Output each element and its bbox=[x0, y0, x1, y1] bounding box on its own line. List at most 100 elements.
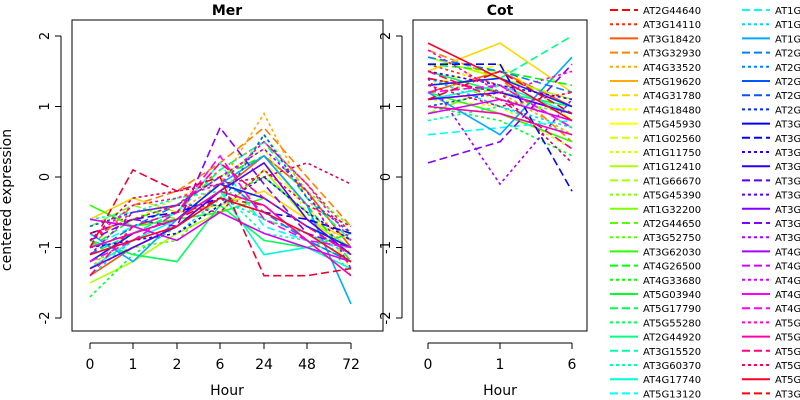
x-tick-label: 0 bbox=[424, 357, 433, 373]
legend-label: AT1G32200 bbox=[643, 205, 701, 216]
series-line bbox=[427, 56, 573, 136]
legend-label: AT2G4794 bbox=[775, 105, 800, 116]
legend-label: AT4G31780 bbox=[643, 91, 701, 102]
series-line bbox=[427, 63, 573, 129]
x-tick-label: 6 bbox=[568, 357, 577, 373]
legend-label: AT3G62030 bbox=[643, 247, 701, 258]
series-line bbox=[427, 63, 573, 87]
panel-cot-y-axis: -2 -1 0 1 2 bbox=[379, 32, 403, 325]
legend-label: AT5G19620 bbox=[643, 77, 701, 88]
series-line bbox=[427, 84, 573, 108]
y-tick-label: -1 bbox=[38, 241, 53, 254]
panel-cot-x-axis-label: Hour bbox=[483, 383, 517, 399]
panel-mer-lines bbox=[89, 111, 352, 305]
panel-mer-x-axis-label: Hour bbox=[210, 383, 244, 399]
legend-label: AT1G1817 bbox=[775, 6, 800, 17]
legend-label: AT3G5801 bbox=[775, 219, 800, 230]
legend-label: AT3G1511 bbox=[775, 134, 800, 145]
x-tick-label: 48 bbox=[298, 357, 316, 373]
series-line bbox=[427, 70, 573, 150]
legend-label: AT5G55280 bbox=[643, 318, 701, 329]
legend-label: AT3G52750 bbox=[643, 233, 701, 244]
series-line bbox=[89, 161, 352, 277]
y-tick-label: -2 bbox=[38, 312, 53, 325]
legend-label: AT5G4207 bbox=[775, 347, 800, 358]
panel-mer-title: Mer bbox=[212, 3, 242, 19]
series-line bbox=[89, 140, 352, 242]
legend-label: AT2G2918 bbox=[775, 77, 800, 88]
series-line bbox=[427, 105, 573, 157]
panel-mer: Mer -2 -1 0 1 2 0 1 2 6 24 48 72 Hour bbox=[38, 3, 384, 399]
legend-label: AT3G60370 bbox=[643, 361, 701, 372]
legend-label: AT2G2402 bbox=[775, 63, 800, 74]
series-line bbox=[428, 63, 573, 192]
legend-label: AT4G1320 bbox=[775, 247, 800, 258]
legend-label: AT1G12410 bbox=[643, 162, 701, 173]
legend-label: AT3G14110 bbox=[643, 20, 701, 31]
legend-label: AT1G2270 bbox=[775, 20, 800, 31]
legend-label: AT4G17740 bbox=[643, 375, 701, 386]
legend-label: AT5G45930 bbox=[643, 120, 701, 131]
legend-label: AT5G2875 bbox=[775, 333, 800, 344]
legend-label: AT5G03940 bbox=[643, 290, 701, 301]
legend: AT2G44640 AT3G14110 AT3G18420 AT3G32930 AT4G… bbox=[610, 6, 800, 400]
panel-mer-y-axis: -2 -1 0 1 2 bbox=[38, 32, 62, 325]
legend-label: AT2G44650 bbox=[643, 219, 701, 230]
series-line bbox=[89, 162, 352, 241]
legend-label: AT2G44920 bbox=[643, 333, 701, 344]
legend-label: AT1G11750 bbox=[643, 148, 701, 159]
series-line bbox=[427, 77, 573, 129]
legend-label: AT3G6316 bbox=[775, 233, 800, 244]
x-tick-label: 72 bbox=[342, 357, 360, 373]
series-line bbox=[427, 77, 573, 164]
legend-label: AT4G3996 bbox=[775, 304, 800, 315]
panel-cot: Cot -2 -1 0 1 2 0 1 6 Hour bbox=[379, 3, 588, 399]
x-tick-label: 0 bbox=[86, 357, 95, 373]
series-line bbox=[89, 154, 352, 263]
x-tick-label: 2 bbox=[173, 357, 182, 373]
legend-label: AT4G33680 bbox=[643, 276, 701, 287]
y-tick-label: 1 bbox=[379, 102, 394, 110]
legend-label: AT4G33520 bbox=[643, 63, 701, 74]
series-line bbox=[427, 77, 573, 115]
y-tick-label: -1 bbox=[379, 241, 394, 254]
legend-label: AT4G1487 bbox=[775, 262, 800, 273]
y-tick-label: 2 bbox=[38, 32, 53, 40]
panel-cot-frame bbox=[412, 19, 588, 332]
legend-label: AT3G2606 bbox=[775, 176, 800, 187]
legend-label: AT3G32930 bbox=[643, 49, 701, 60]
y-tick-label: 0 bbox=[379, 173, 394, 181]
series-line bbox=[89, 204, 352, 263]
legend-label: AT2G0187 bbox=[775, 49, 800, 60]
legend-label: AT5G17790 bbox=[643, 304, 701, 315]
legend-label: AT5G13120 bbox=[643, 389, 701, 400]
panel-cot-lines bbox=[427, 35, 573, 192]
legend-label: AT1G02560 bbox=[643, 134, 701, 145]
legend-label: AT3G15520 bbox=[643, 347, 701, 358]
legend-label: AT1G3381 bbox=[775, 34, 800, 45]
panel-mer-x-axis: 0 1 2 6 24 48 72 bbox=[86, 342, 360, 373]
legend-label: AT5G4465 bbox=[775, 361, 800, 372]
legend-label: AT5G45390 bbox=[643, 191, 701, 202]
series-line bbox=[427, 105, 573, 136]
x-tick-label: 1 bbox=[129, 357, 138, 373]
legend-label: AT5G0574 bbox=[775, 318, 800, 329]
series-line bbox=[427, 77, 573, 186]
x-tick-label: 24 bbox=[255, 357, 273, 373]
legend-label: AT4G3810 bbox=[775, 290, 800, 301]
legend-label: AT3G2459 bbox=[775, 148, 800, 159]
x-tick-label: 6 bbox=[216, 357, 225, 373]
series-line bbox=[427, 49, 573, 94]
legend-label: AT3G5151 bbox=[775, 191, 800, 202]
series-line bbox=[89, 168, 352, 277]
series-line bbox=[89, 140, 352, 256]
series-line bbox=[427, 63, 573, 164]
series-line bbox=[427, 42, 573, 122]
legend-label: AT4G2036 bbox=[775, 276, 800, 287]
series-line bbox=[89, 197, 352, 263]
y-tick-label: -2 bbox=[379, 312, 394, 325]
legend-label: AT3G18420 bbox=[643, 34, 701, 45]
y-tick-label: 1 bbox=[38, 102, 53, 110]
panel-cot-title: Cot bbox=[487, 3, 514, 19]
